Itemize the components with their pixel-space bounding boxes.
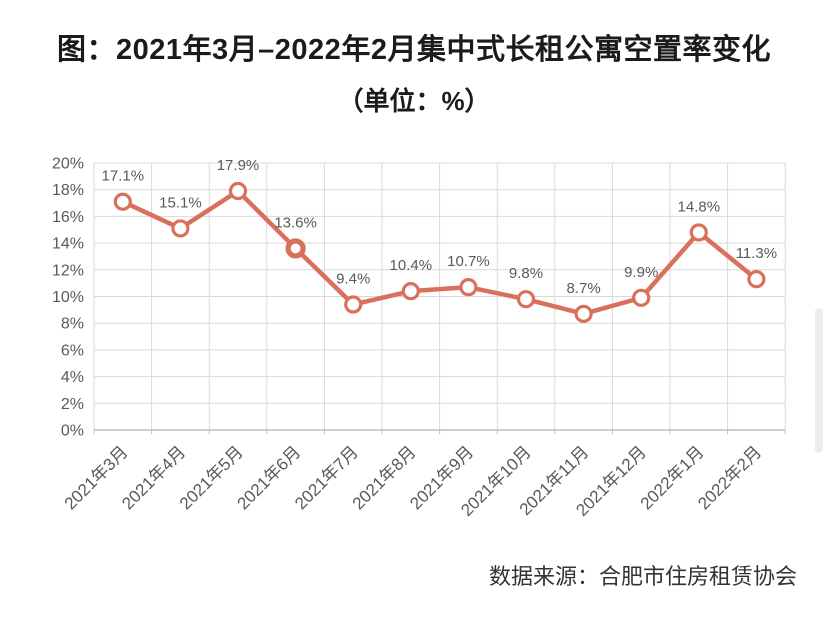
data-point-label: 14.8% (678, 198, 721, 215)
data-point-marker (171, 219, 190, 238)
data-point-marker (574, 304, 593, 323)
y-tick-label: 20% (52, 156, 84, 173)
page-subtitle: （单位：%） (337, 86, 491, 116)
x-tick-label: 2022年2月 (694, 442, 765, 513)
data-point-label: 13.6% (274, 214, 317, 231)
data-point-label: 9.9% (624, 264, 658, 281)
data-point-marker (344, 295, 363, 314)
y-tick-label: 8% (61, 316, 84, 333)
data-point-label: 10.4% (390, 257, 433, 274)
data-point-marker (632, 288, 651, 307)
data-point-label: 15.1% (159, 194, 202, 211)
y-tick-label: 12% (52, 262, 84, 279)
y-tick-label: 10% (52, 289, 84, 306)
data-point-marker (747, 270, 766, 289)
series-line (120, 188, 759, 317)
data-point-marker (689, 223, 708, 242)
data-point-label: 9.8% (509, 265, 543, 282)
y-tick-label: 18% (52, 182, 84, 199)
scrollbar-thumb[interactable] (815, 308, 823, 453)
data-point-marker (228, 181, 248, 201)
data-point-label: 9.4% (336, 271, 370, 288)
y-tick-label: 2% (61, 396, 84, 413)
data-point-label: 10.7% (447, 253, 490, 270)
y-tick-label: 14% (52, 236, 84, 253)
data-point-marker (516, 290, 536, 309)
data-point-label: 17.9% (217, 157, 260, 174)
data-point-label: 17.1% (102, 168, 145, 185)
y-tick-label: 16% (52, 209, 84, 226)
data-point-marker (459, 278, 478, 297)
y-tick-label: 0% (61, 423, 84, 440)
data-point-marker (401, 282, 420, 301)
y-tick-label: 4% (61, 369, 84, 386)
data-point-label: 11.3% (736, 245, 777, 262)
data-point-label: 8.7% (566, 280, 600, 297)
data-point-marker (113, 192, 132, 211)
data-source-note: 数据来源：合肥市住房租赁协会 (488, 564, 797, 589)
page-title: 图：2021年3月–2022年2月集中式长租公寓空置率变化 (57, 34, 771, 66)
y-tick-label: 6% (61, 342, 84, 359)
data-point-marker (285, 238, 306, 259)
